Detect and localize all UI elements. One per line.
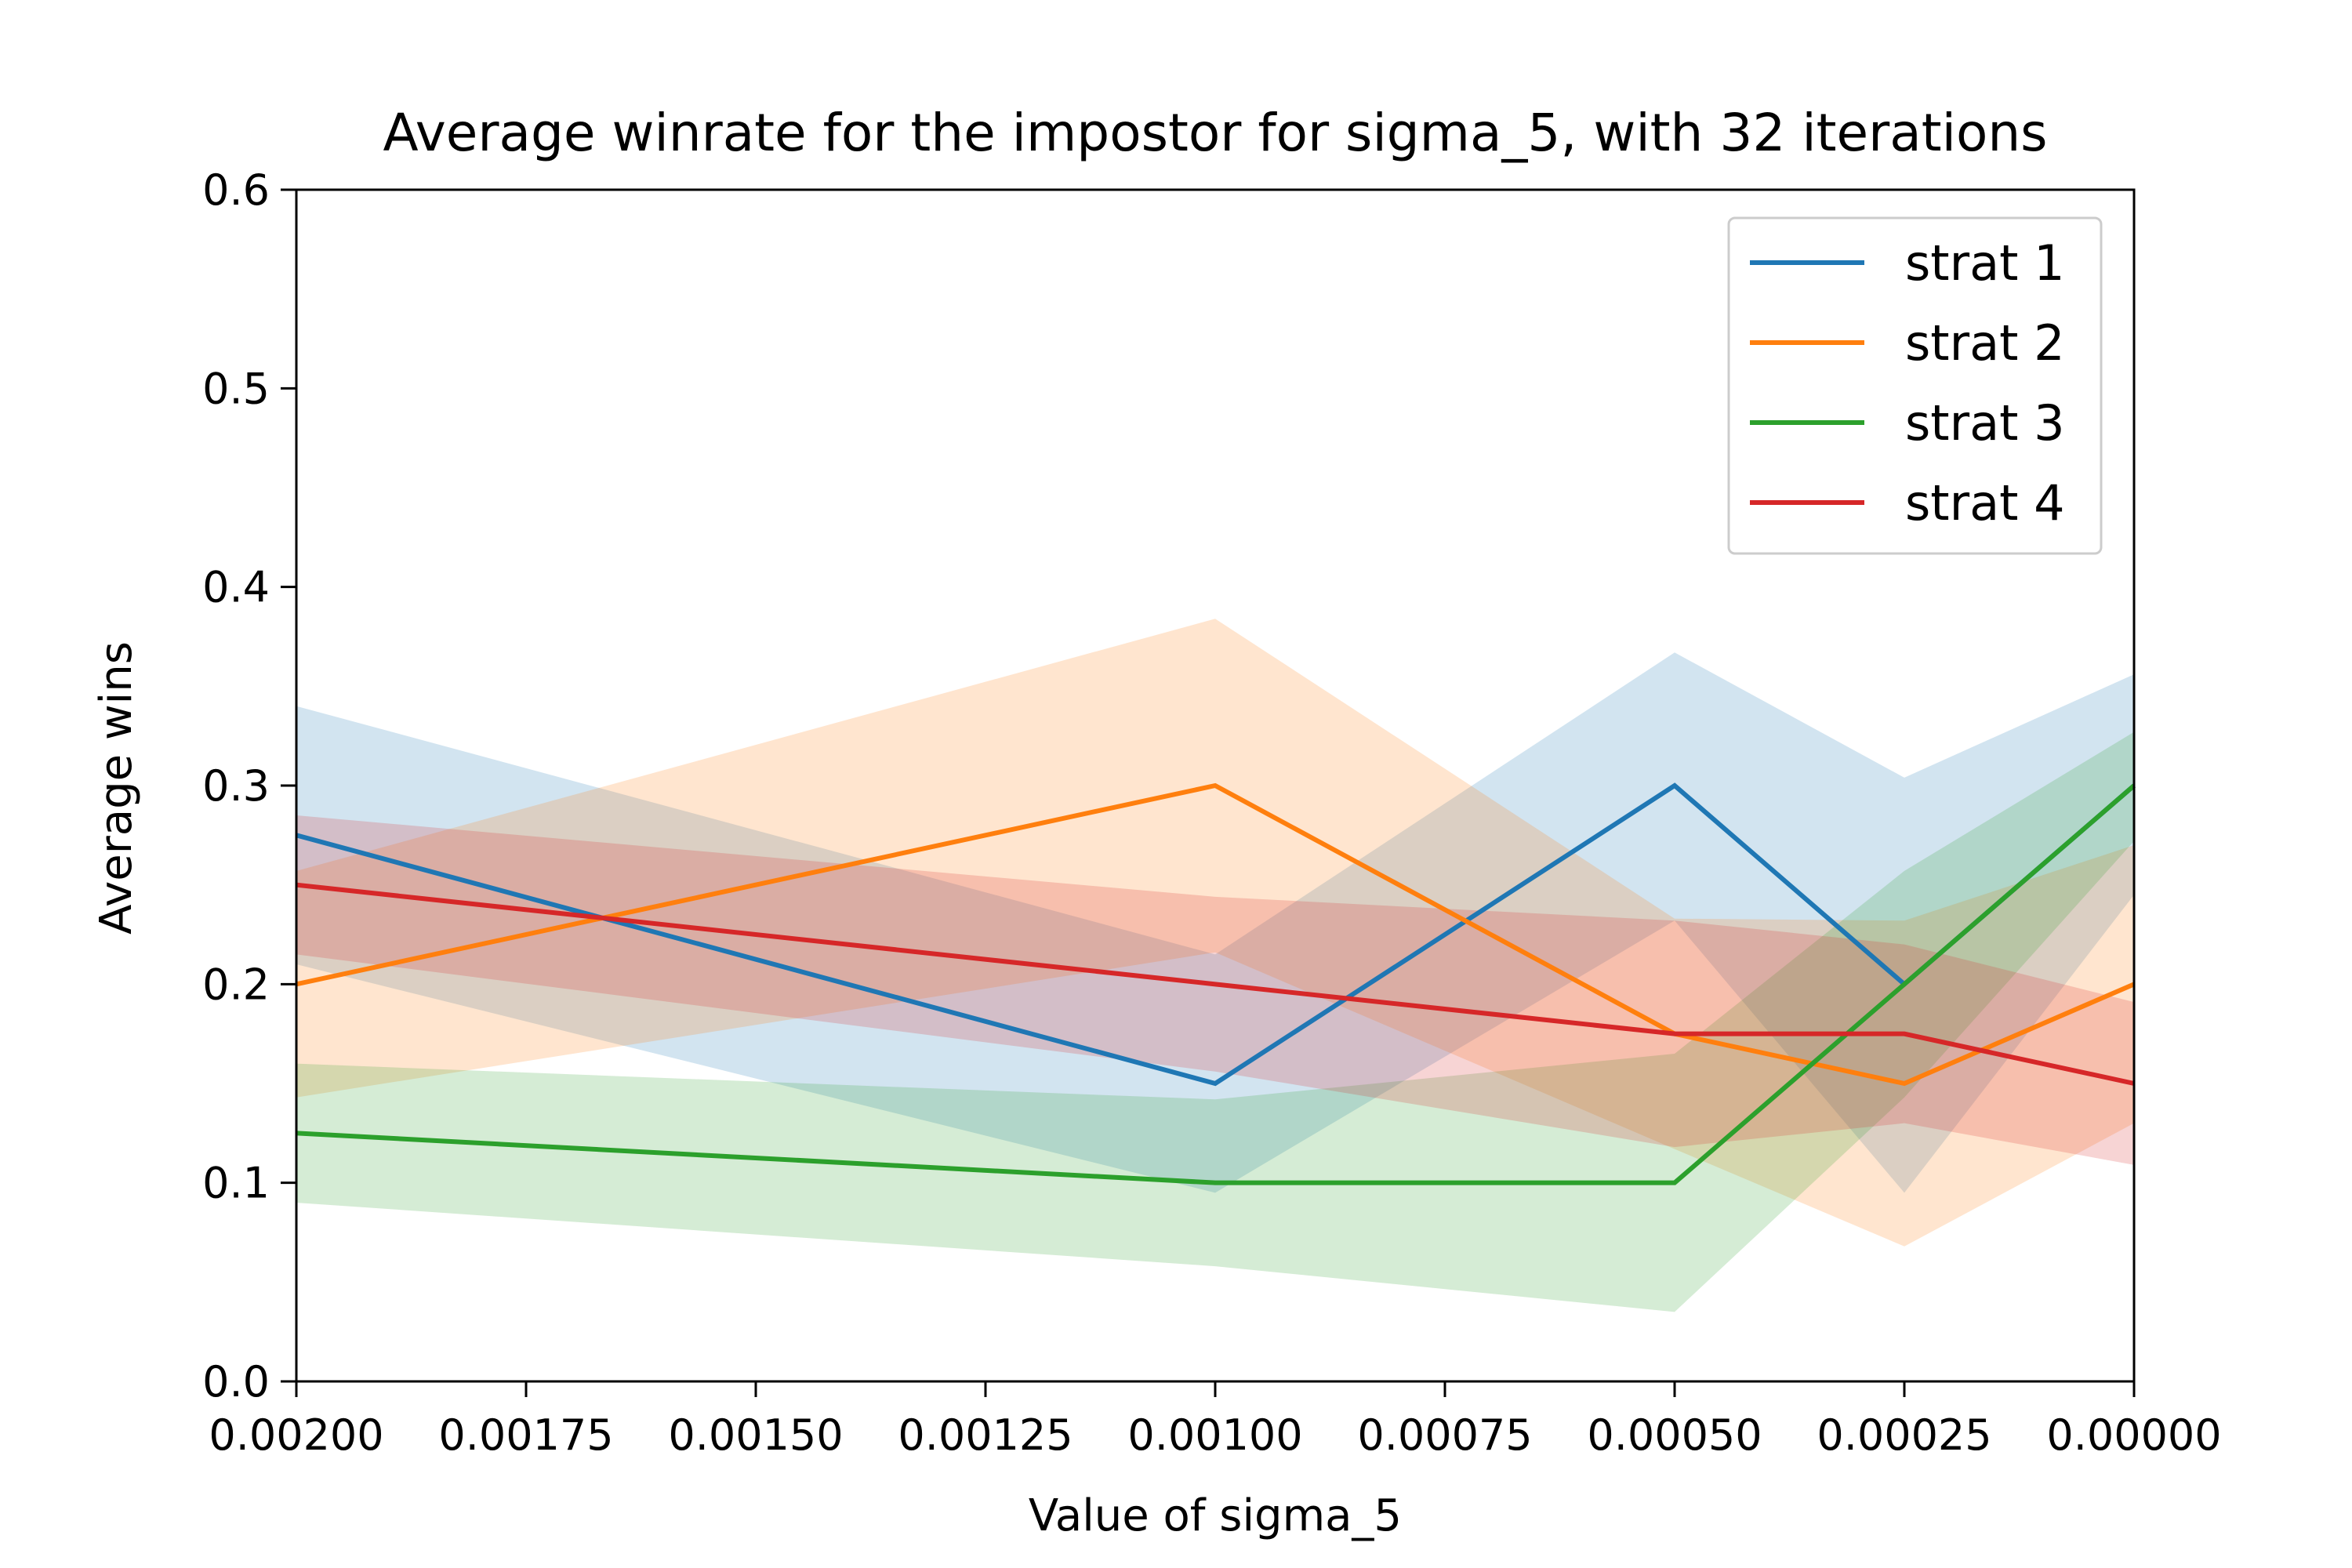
y-tick-label: 0.3 — [202, 761, 270, 811]
x-axis-label: Value of sigma_5 — [1029, 1490, 1402, 1541]
x-tick-label: 0.00125 — [898, 1410, 1073, 1460]
legend-box — [1727, 216, 2103, 555]
y-tick-label: 0.6 — [202, 165, 270, 215]
x-tick-label: 0.00000 — [2046, 1410, 2221, 1460]
x-tick-label: 0.00075 — [1357, 1410, 1532, 1460]
y-axis-label: Average wins — [91, 641, 142, 935]
confidence-band-strat-2 — [296, 619, 2134, 1247]
confidence-band-strat-3 — [296, 731, 2134, 1312]
x-tick-label: 0.00100 — [1127, 1410, 1302, 1460]
series-lines — [296, 782, 2136, 1185]
y-tick-label: 0.1 — [202, 1159, 270, 1208]
legend-label-strat-2: strat 2 — [1905, 314, 2065, 372]
y-tick-label: 0.2 — [202, 960, 270, 1009]
x-tick-label: 0.00175 — [438, 1410, 613, 1460]
y-tick-label: 0.5 — [202, 364, 270, 413]
y-tick-label: 0.0 — [202, 1357, 270, 1406]
x-tick-label: 0.00050 — [1587, 1410, 1762, 1460]
x-tick-label: 0.00150 — [668, 1410, 843, 1460]
y-axis-ticks: 0.0 0.1 0.2 0.3 0.4 0.5 0.6 — [202, 165, 296, 1406]
series-line-strat-3 — [296, 783, 2136, 1185]
legend-label-strat-4: strat 4 — [1905, 474, 2065, 532]
legend-label-strat-1: strat 1 — [1905, 234, 2065, 292]
x-tick-label: 0.00025 — [1817, 1410, 1991, 1460]
x-axis-ticks: 0.00200 0.00175 0.00150 0.00125 0.00100 0.000… — [209, 1381, 2222, 1460]
y-tick-label: 0.4 — [202, 563, 270, 612]
plot-frame — [295, 188, 2136, 1383]
legend: strat 1 strat 2 strat 3 strat 4 — [1727, 216, 2103, 555]
chart-title: Average winrate for the impostor for sig… — [383, 103, 2047, 163]
x-tick-label: 0.00200 — [209, 1410, 383, 1460]
series-line-strat-4 — [296, 882, 2135, 1086]
legend-label-strat-3: strat 3 — [1905, 394, 2065, 452]
confidence-band-strat-4 — [296, 815, 2134, 1165]
